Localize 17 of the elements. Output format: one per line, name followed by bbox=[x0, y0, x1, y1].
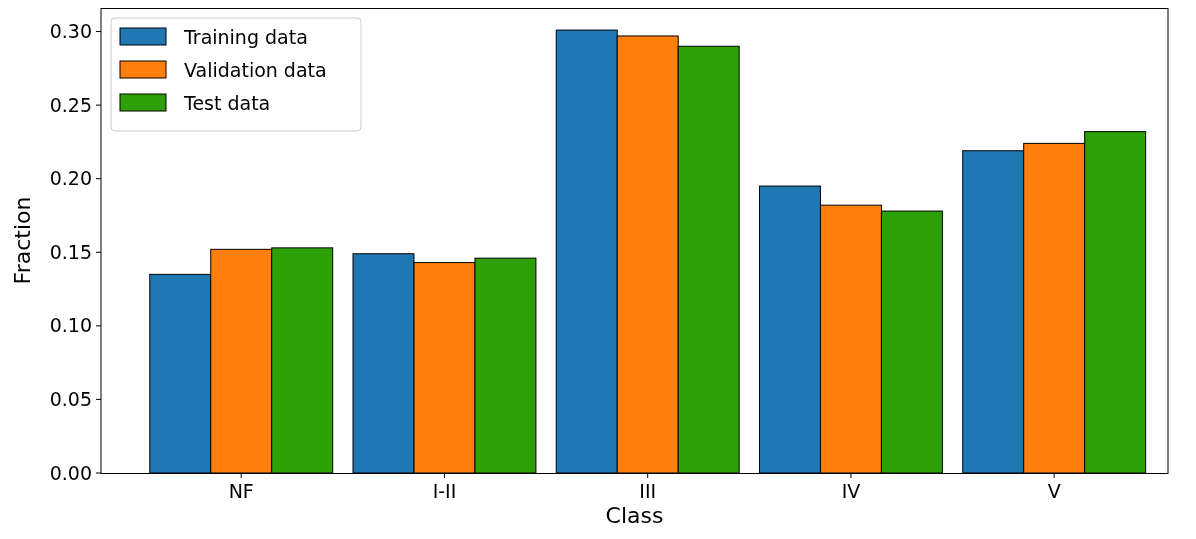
y-tick-label: 0.15 bbox=[49, 240, 92, 263]
y-tick-label: 0.10 bbox=[49, 314, 92, 337]
legend-label: Test data bbox=[183, 91, 271, 114]
y-tick-label: 0.20 bbox=[49, 167, 92, 190]
x-tick-label: III bbox=[639, 480, 657, 502]
x-tick-label: IV bbox=[841, 480, 861, 502]
x-tick-label: V bbox=[1047, 480, 1061, 502]
y-tick-label: 0.25 bbox=[49, 93, 92, 116]
x-tick-label: NF bbox=[228, 480, 254, 502]
y-tick-label: 0.00 bbox=[49, 461, 92, 484]
legend-label: Training data bbox=[183, 25, 308, 48]
y-tick-label: 0.05 bbox=[49, 388, 92, 411]
y-tick-label: 0.30 bbox=[49, 20, 92, 43]
x-tick-label: I-II bbox=[432, 480, 457, 502]
y-axis-title: Fraction bbox=[10, 196, 35, 285]
legend-label: Validation data bbox=[184, 58, 327, 81]
x-axis-title: Class bbox=[605, 503, 664, 528]
